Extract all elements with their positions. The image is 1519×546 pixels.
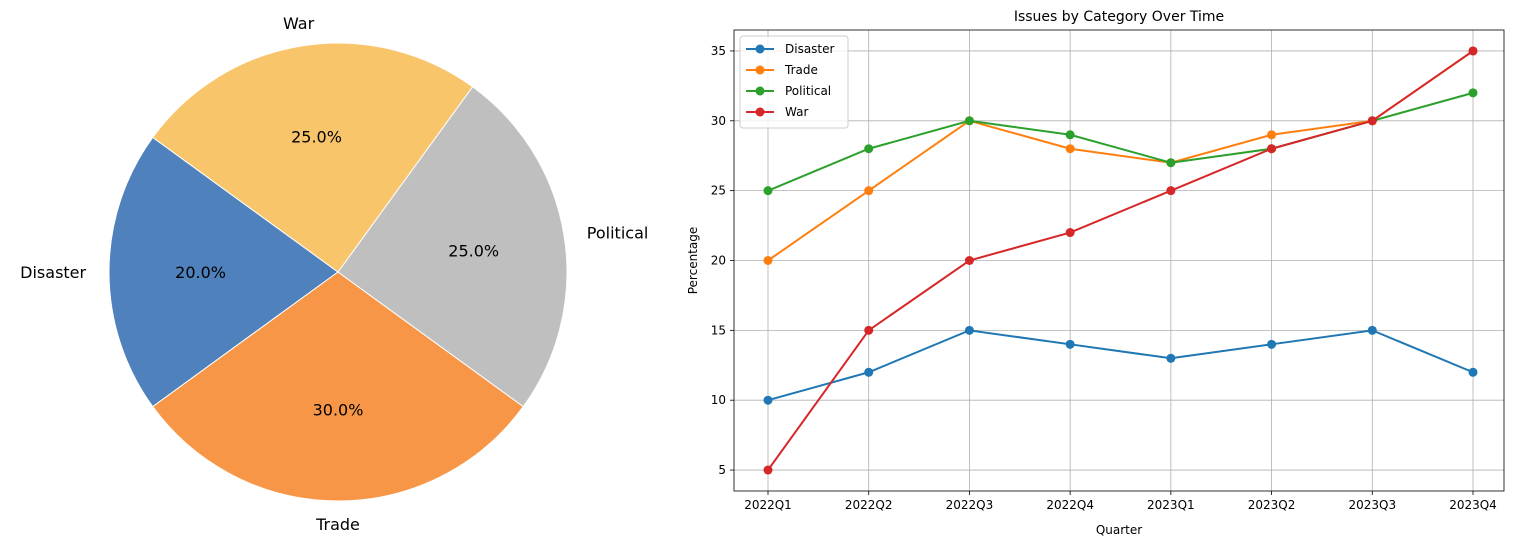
- data-point-war: [1065, 228, 1075, 238]
- pie-slice-disaster: [108, 136, 339, 408]
- pie-percent-political: 25.0%: [448, 242, 499, 261]
- data-point-trade: [1065, 144, 1075, 154]
- legend-marker-war: [755, 107, 765, 117]
- data-point-war: [1166, 186, 1176, 196]
- data-point-political: [864, 144, 874, 154]
- x-tick-label: 2023Q4: [1449, 498, 1497, 512]
- x-tick-label: 2022Q3: [946, 498, 994, 512]
- data-point-war: [1267, 144, 1277, 154]
- legend: Disaster Trade Political War: [739, 35, 849, 129]
- data-point-disaster: [964, 325, 974, 335]
- data-point-trade: [864, 186, 874, 196]
- pie-slice-trade: [152, 271, 524, 502]
- x-tick-label: 2023Q2: [1248, 498, 1296, 512]
- data-point-war: [1367, 116, 1377, 126]
- data-point-political: [1468, 88, 1478, 98]
- y-tick-label: 30: [711, 114, 726, 128]
- series-line-trade: [767, 50, 1474, 262]
- y-tick-label: 5: [718, 463, 726, 477]
- data-point-disaster: [1367, 325, 1377, 335]
- data-point-political: [1166, 158, 1176, 168]
- data-point-war: [1468, 46, 1478, 56]
- data-point-disaster: [1267, 339, 1277, 349]
- pie-label-disaster: Disaster: [20, 263, 86, 282]
- pie-percent-trade: 30.0%: [313, 400, 364, 419]
- pie-label-political: Political: [587, 224, 649, 243]
- y-tick-label: 20: [711, 254, 726, 268]
- line-chart-title: Issues by Category Over Time: [1014, 9, 1224, 25]
- y-tick-label: 25: [711, 184, 726, 198]
- x-tick-label: 2022Q1: [744, 498, 792, 512]
- series-lines: [763, 46, 1478, 475]
- legend-label-war: War: [785, 105, 808, 119]
- legend-marker-political: [755, 86, 765, 96]
- legend-marker-trade: [755, 65, 765, 75]
- pie-chart: Disaster 20.0% Trade 30.0% Political 25.0% War…: [20, 14, 648, 534]
- y-tick-label: 15: [711, 323, 726, 337]
- data-point-war: [964, 256, 974, 265]
- data-point-disaster: [1166, 353, 1176, 363]
- pie-slice-political: [337, 86, 568, 408]
- legend-label-disaster: Disaster: [785, 42, 835, 56]
- x-tick-label: 2022Q2: [845, 498, 893, 512]
- data-point-disaster: [864, 367, 874, 377]
- series-line-war: [767, 50, 1474, 471]
- data-point-political: [1065, 130, 1075, 140]
- pie-label-trade: Trade: [315, 515, 360, 534]
- legend-label-trade: Trade: [784, 63, 818, 77]
- legend-label-political: Political: [785, 84, 831, 98]
- x-tick-label: 2022Q4: [1046, 498, 1094, 512]
- x-tick-label: 2023Q1: [1147, 498, 1195, 512]
- data-point-disaster: [1065, 339, 1075, 349]
- data-point-political: [964, 116, 974, 126]
- pie-percent-war: 25.0%: [291, 127, 342, 146]
- line-chart: 2022Q1 2022Q2 2022Q3 2022Q4 2023Q1 2023Q2 2023…: [686, 9, 1505, 537]
- pie-slice-war: [152, 42, 474, 273]
- pie-percent-disaster: 20.0%: [175, 263, 226, 282]
- pie-label-war: War: [283, 14, 315, 33]
- x-axis-label: Quarter: [1096, 523, 1142, 537]
- y-axis-label: Percentage: [686, 227, 700, 295]
- data-point-trade: [1267, 130, 1277, 140]
- legend-box: [739, 35, 849, 129]
- series-line-political: [767, 91, 1474, 192]
- data-point-disaster: [763, 395, 773, 405]
- data-point-disaster: [1468, 367, 1478, 377]
- series-line-disaster: [767, 329, 1474, 402]
- axes: 2022Q1 2022Q2 2022Q3 2022Q4 2023Q1 2023Q2 2023…: [711, 29, 1505, 512]
- legend-marker-disaster: [755, 44, 765, 54]
- data-point-war: [864, 325, 874, 335]
- data-point-trade: [763, 256, 773, 265]
- x-tick-label: 2023Q3: [1348, 498, 1396, 512]
- data-point-political: [763, 186, 773, 196]
- grid: [734, 30, 1504, 491]
- y-tick-label: 10: [711, 393, 726, 407]
- y-tick-label: 35: [711, 44, 726, 58]
- data-point-war: [763, 465, 773, 475]
